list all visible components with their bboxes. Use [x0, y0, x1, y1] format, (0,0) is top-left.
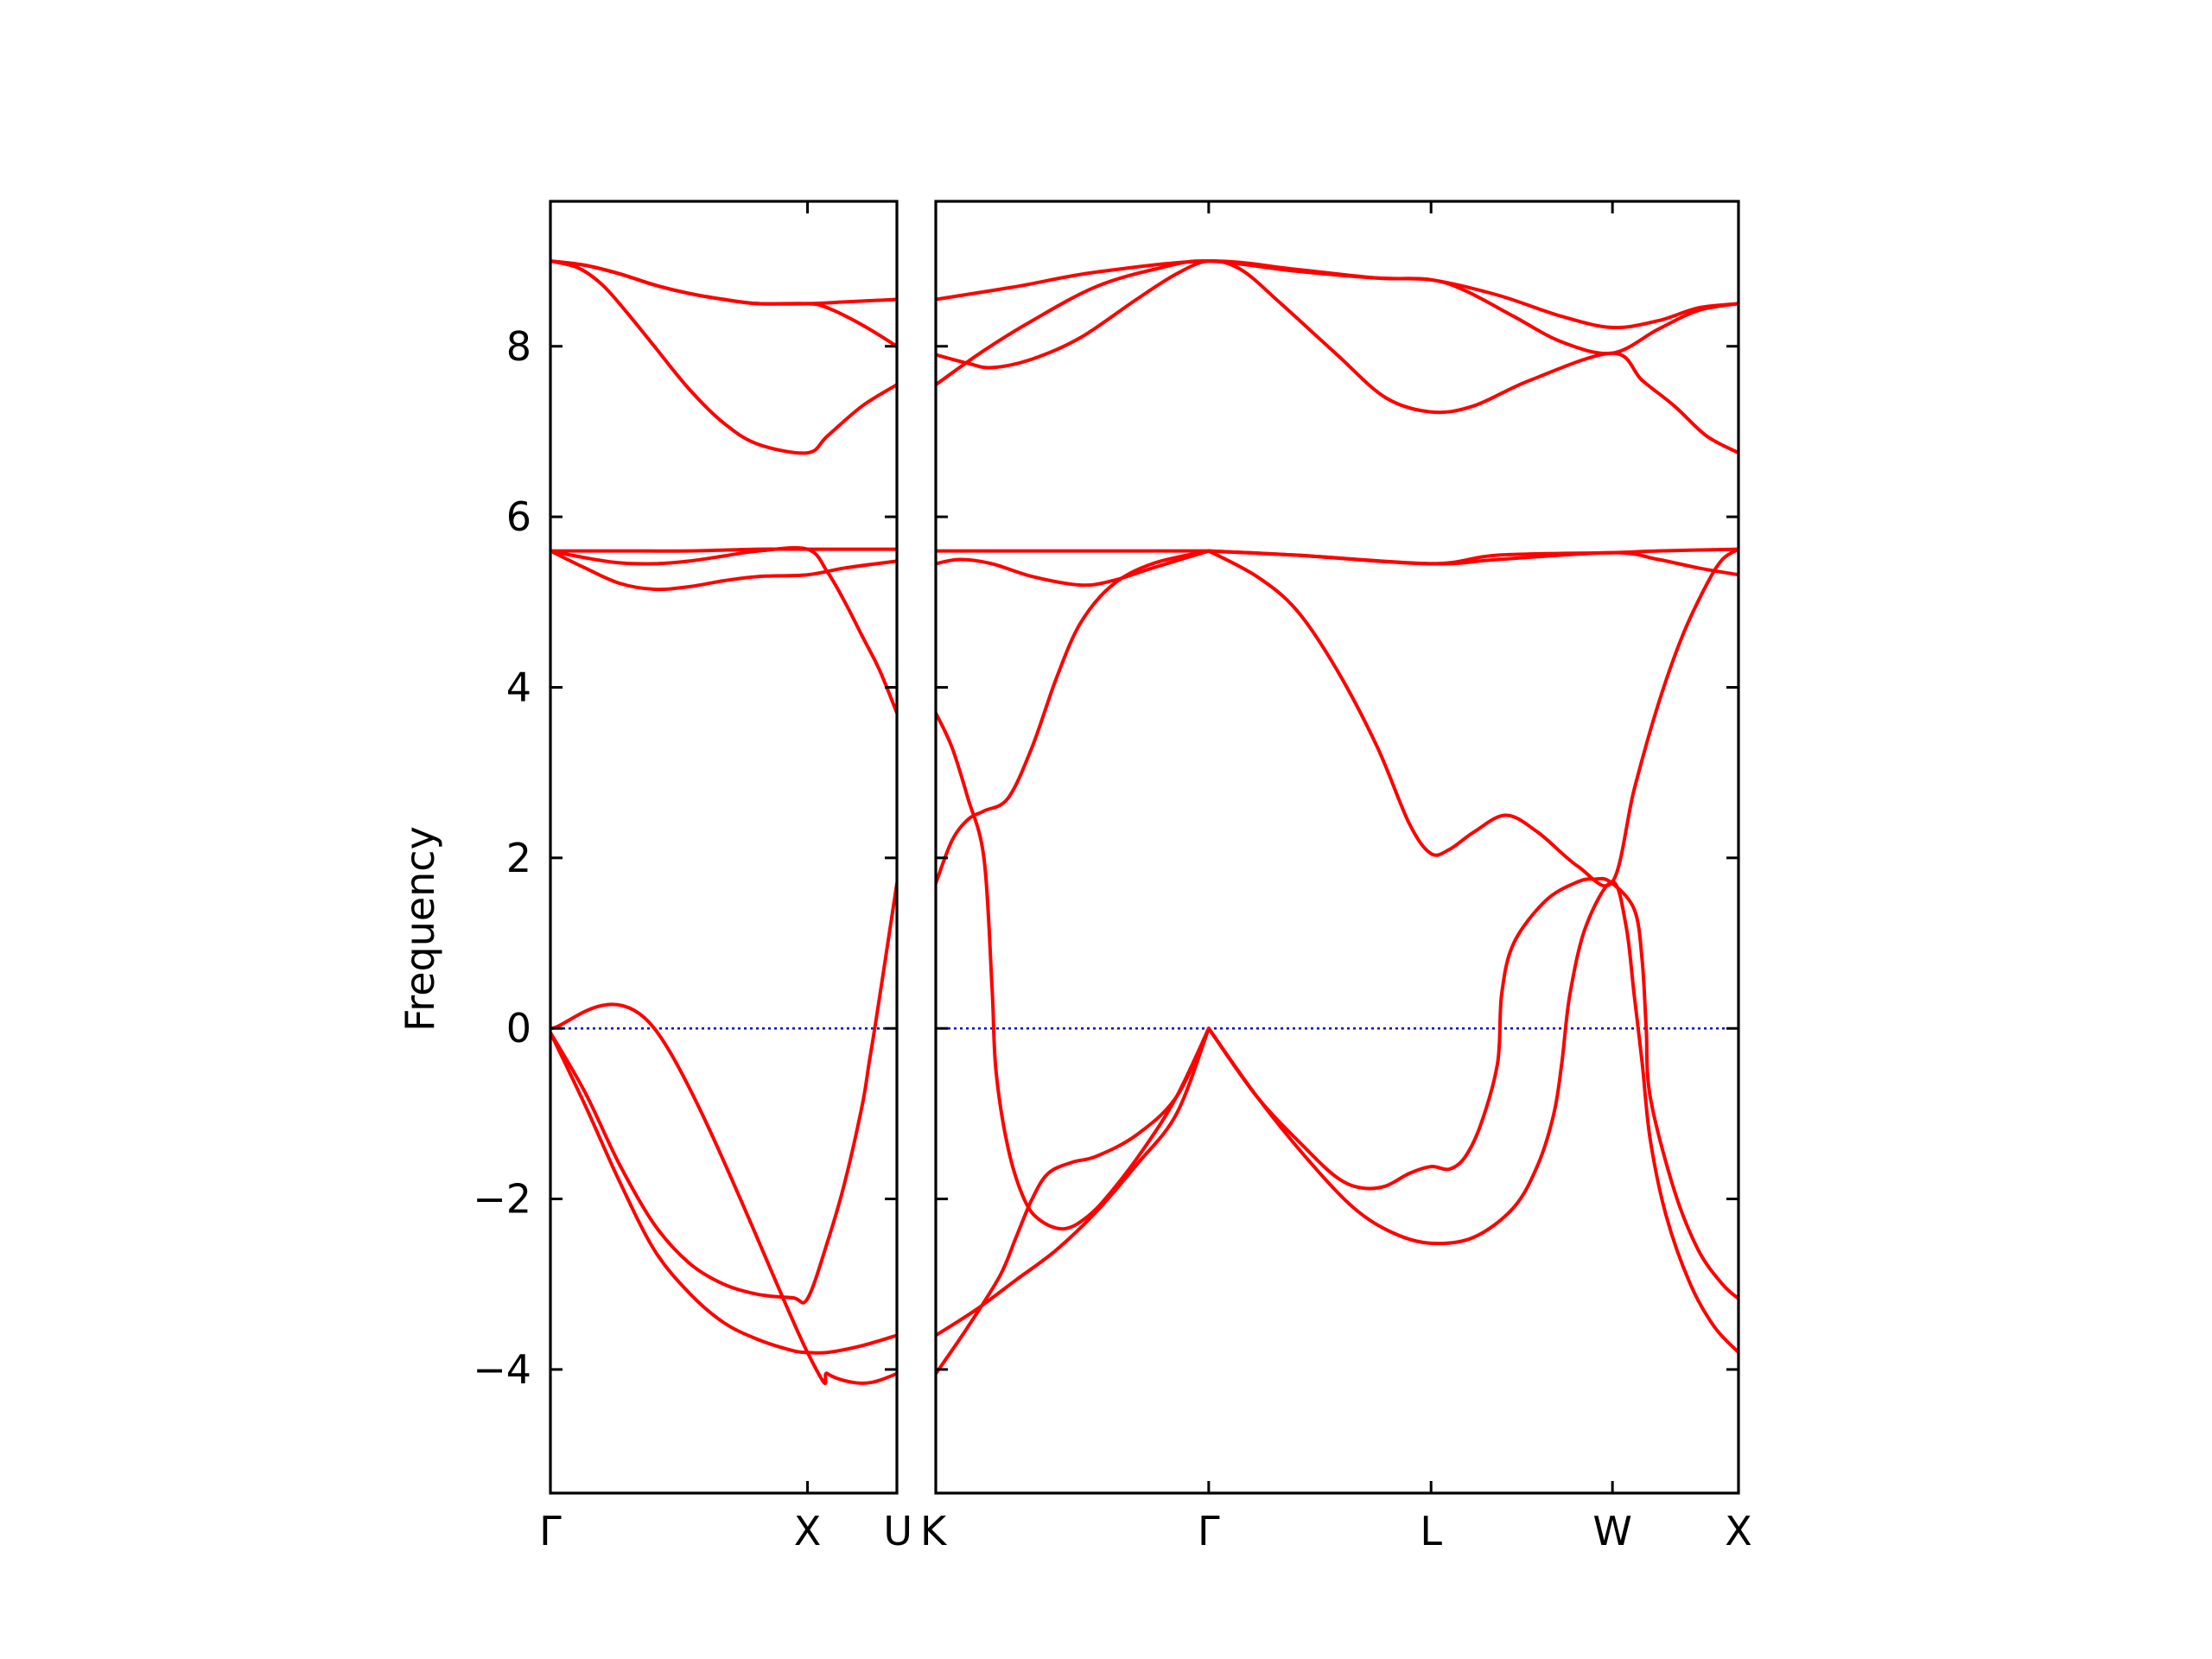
y-tick-label: 0 [506, 1005, 531, 1052]
band-line-panel-1-8 [550, 259, 897, 455]
band-line-panel-2-2 [936, 1027, 1211, 1376]
band-line-panel-2-13 [936, 258, 1738, 455]
y-axis-label: Frequency [397, 826, 443, 1032]
x-tick-label-l: L [1420, 1508, 1442, 1554]
x-tick-label-u: U [883, 1508, 912, 1554]
band-line-panel-2-5 [936, 549, 1211, 588]
x-tick-label-x: X [1725, 1508, 1752, 1554]
x-tick-label-γ: Γ [1198, 1508, 1220, 1554]
y-tick-label: −4 [473, 1346, 531, 1393]
band-line-panel-1-1 [550, 1031, 897, 1355]
band-line-panel-2-8 [1206, 880, 1738, 1355]
band-line-panel-2-1 [936, 1027, 1211, 1338]
x-tick-label-x: X [794, 1508, 822, 1554]
panel-frame-1 [549, 200, 899, 1495]
band-line-panel-1-2 [550, 881, 897, 1305]
band-line-panel-2-3 [936, 711, 1211, 1231]
y-tick-label: 8 [506, 323, 531, 370]
band-line-panel-1-9 [550, 259, 897, 348]
band-line-panel-1-5 [550, 546, 897, 715]
axis-ticks [550, 201, 1738, 1493]
y-tick-label: 6 [506, 493, 531, 540]
band-line-panel-2-4 [936, 549, 1211, 886]
x-tick-label-w: W [1592, 1508, 1631, 1554]
band-line-panel-2-7 [1206, 876, 1738, 1300]
band-line-panel-1-3 [550, 1002, 897, 1386]
tick-labels: Γ X U K Γ L W X −4 −2 0 2 4 6 8 [473, 323, 1752, 1554]
band-line-panel-2-14 [936, 259, 1738, 387]
band-line-panel-2-9 [1206, 547, 1738, 888]
x-tick-label-γ: Γ [539, 1508, 562, 1554]
y-tick-label: 2 [506, 835, 531, 881]
band-line-panel-1-6 [550, 547, 897, 553]
phonon-bands [550, 258, 1738, 1386]
x-tick-label-k: K [920, 1508, 948, 1554]
band-line-panel-2-11 [1206, 547, 1738, 566]
y-tick-label: 4 [506, 664, 531, 710]
y-tick-label: −2 [473, 1176, 531, 1223]
panel-frames [549, 200, 1740, 1495]
band-line-panel-2-12 [936, 259, 1738, 330]
panel-frame-2 [934, 200, 1740, 1495]
